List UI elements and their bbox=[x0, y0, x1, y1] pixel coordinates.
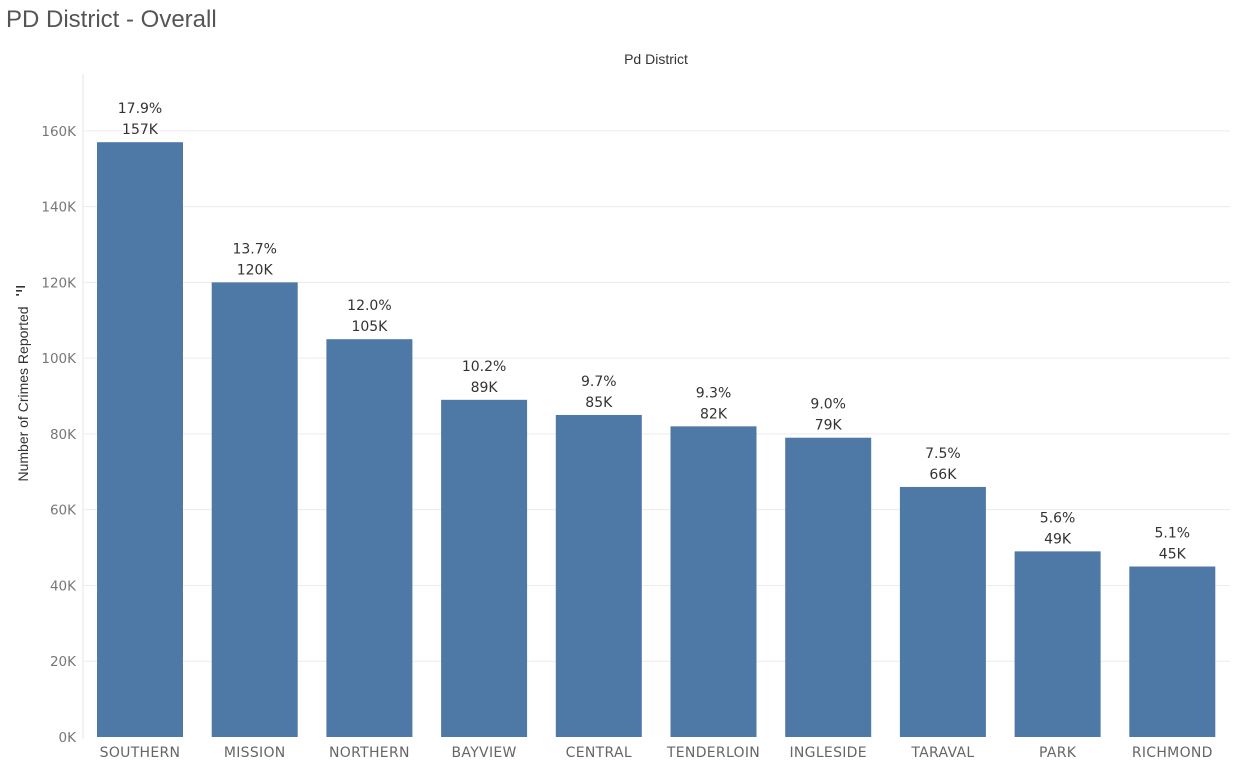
x-tick-label: TENDERLOIN bbox=[666, 745, 760, 761]
y-tick-label: 20K bbox=[50, 654, 77, 670]
x-tick-label: INGLESIDE bbox=[789, 745, 866, 761]
y-tick-label: 120K bbox=[41, 275, 77, 291]
value-label: 157K bbox=[122, 122, 159, 138]
bar-southern[interactable] bbox=[97, 142, 183, 738]
x-axis: SOUTHERN MISSION NORTHERN BAYVIEW CENTRAL TEN… bbox=[100, 745, 1213, 761]
bar-central[interactable] bbox=[555, 414, 642, 737]
value-label: 120K bbox=[237, 262, 274, 278]
page-title: PD District - Overall bbox=[6, 6, 217, 33]
value-label: 85K bbox=[585, 395, 613, 411]
x-tick-label: BAYVIEW bbox=[452, 745, 517, 761]
y-tick-label: 40K bbox=[50, 578, 77, 594]
x-tick-label: TARAVAL bbox=[910, 745, 974, 761]
value-label: 49K bbox=[1044, 531, 1072, 547]
value-label: 82K bbox=[700, 406, 728, 422]
y-axis-title: Number of Crimes Reported bbox=[15, 306, 31, 481]
x-tick-label: SOUTHERN bbox=[100, 745, 181, 761]
percent-label: 9.7% bbox=[581, 374, 617, 390]
y-tick-label: 60K bbox=[50, 503, 77, 519]
value-label: 66K bbox=[929, 467, 957, 483]
value-label: 89K bbox=[471, 380, 499, 396]
percent-label: 5.6% bbox=[1040, 510, 1076, 526]
data-labels: 17.9% 157K 13.7% 120K 12.0% 105K 10.2% 89K 9.7% 8… bbox=[118, 101, 1190, 562]
y-tick-label: 140K bbox=[41, 200, 77, 216]
chart-title: Pd District bbox=[624, 51, 688, 67]
sort-icon[interactable] bbox=[16, 285, 26, 297]
bars bbox=[97, 142, 1216, 738]
x-tick-label: PARK bbox=[1039, 745, 1077, 761]
bar-richmond[interactable] bbox=[1129, 566, 1216, 737]
percent-label: 13.7% bbox=[232, 241, 276, 257]
x-tick-label: MISSION bbox=[224, 745, 286, 761]
percent-label: 10.2% bbox=[462, 359, 506, 375]
y-axis: 0K 20K 40K 60K 80K 100K 120K 140K 160K bbox=[41, 74, 84, 746]
y-tick-label: 100K bbox=[41, 351, 77, 367]
value-label: 45K bbox=[1159, 547, 1187, 563]
percent-label: 17.9% bbox=[118, 101, 162, 117]
bar-northern[interactable] bbox=[326, 339, 413, 737]
bar-bayview[interactable] bbox=[441, 399, 528, 737]
y-tick-label: 160K bbox=[41, 124, 77, 140]
percent-label: 7.5% bbox=[925, 446, 961, 462]
bar-tenderloin[interactable] bbox=[670, 426, 757, 737]
value-label: 79K bbox=[815, 418, 843, 434]
x-tick-label: CENTRAL bbox=[566, 745, 632, 761]
x-tick-label: NORTHERN bbox=[329, 745, 410, 761]
y-tick-label: 80K bbox=[50, 427, 77, 443]
percent-label: 12.0% bbox=[347, 298, 391, 314]
percent-label: 5.1% bbox=[1155, 526, 1191, 542]
value-label: 105K bbox=[351, 319, 388, 335]
percent-label: 9.0% bbox=[810, 397, 846, 413]
y-tick-label: 0K bbox=[59, 730, 78, 746]
percent-label: 9.3% bbox=[696, 385, 732, 401]
bar-ingleside[interactable] bbox=[785, 437, 872, 737]
bar-taraval[interactable] bbox=[899, 486, 986, 737]
x-tick-label: RICHMOND bbox=[1132, 745, 1213, 761]
bar-park[interactable] bbox=[1014, 551, 1101, 737]
bar-mission[interactable] bbox=[211, 282, 298, 737]
